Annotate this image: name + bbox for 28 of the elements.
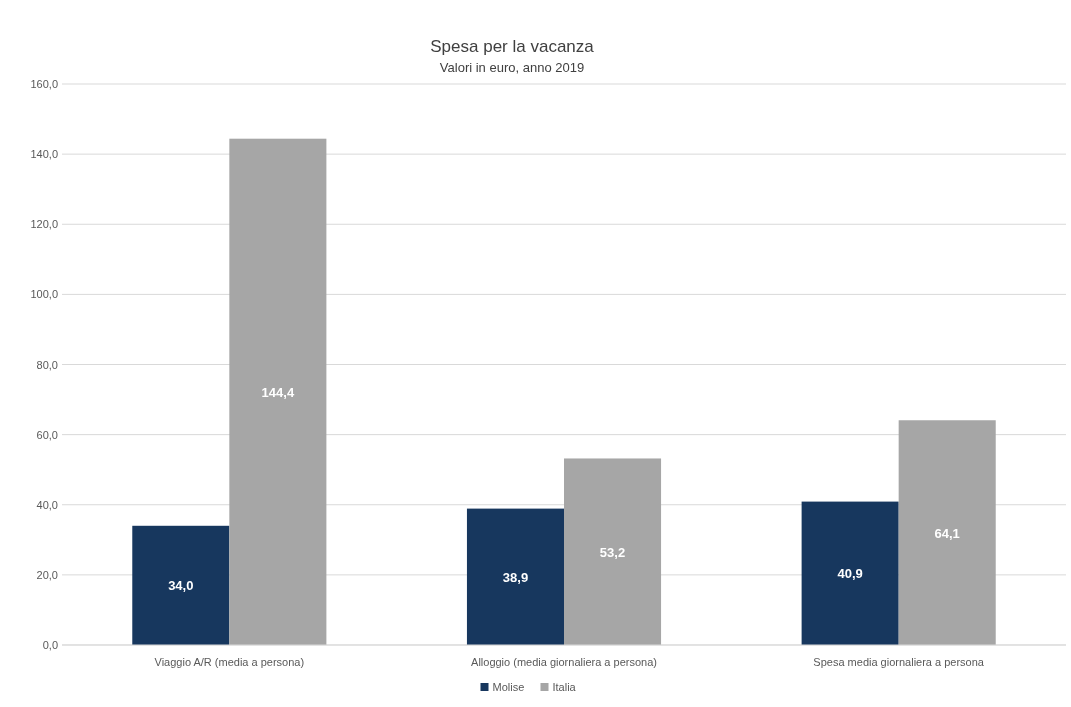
x-tick-label: Alloggio (media giornaliera a persona) [471, 656, 657, 668]
x-tick-label: Spesa media giornaliera a persona [813, 656, 985, 668]
data-label: 144,4 [261, 384, 295, 400]
bar [466, 508, 564, 645]
data-label: 38,9 [502, 569, 529, 585]
x-tick-label: Viaggio A/R (media a persona) [154, 656, 305, 668]
data-label: 40,9 [837, 566, 863, 582]
bar [801, 501, 899, 645]
y-tick-label: 100,0 [30, 288, 58, 301]
y-tick-label: 80,0 [36, 358, 58, 371]
legend-label: Molise [492, 681, 525, 693]
bar [564, 458, 662, 645]
y-tick-label: 0,0 [42, 639, 58, 651]
bar [898, 420, 996, 645]
y-tick-label: 40,0 [36, 498, 58, 511]
bar [132, 525, 230, 645]
y-tick-label: 60,0 [36, 428, 58, 441]
data-label: 34,0 [168, 578, 194, 594]
y-tick-label: 120,0 [30, 218, 58, 231]
y-tick-label: 160,0 [30, 78, 58, 90]
bar [229, 138, 327, 645]
legend-label: Italia [552, 681, 577, 693]
y-tick-label: 140,0 [30, 148, 58, 161]
data-label: 64,1 [934, 525, 960, 541]
y-tick-label: 20,0 [36, 568, 58, 581]
chart-title: Spesa per la vacanza [430, 37, 595, 56]
data-label: 53,2 [599, 544, 626, 560]
chart-subtitle: Valori in euro, anno 2019 [439, 60, 585, 75]
